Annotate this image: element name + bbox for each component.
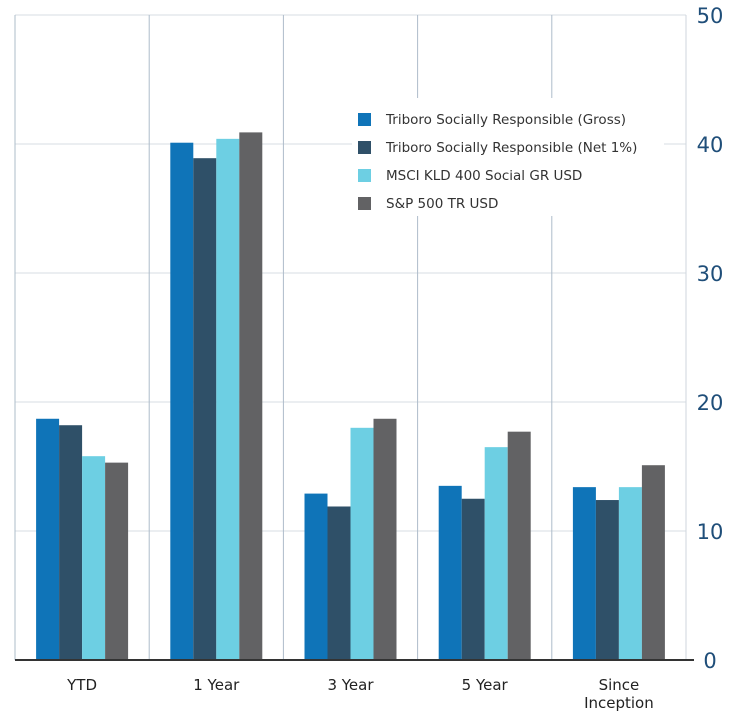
- bar-triboro-socially-responsible-gross-3: [438, 485, 462, 660]
- bar-msci-kld-400-social-gr-usd-4: [618, 487, 642, 660]
- y-tick-label: 50: [697, 4, 724, 28]
- legend-swatch: [358, 113, 371, 126]
- y-tick-label: 30: [697, 262, 724, 286]
- bar-triboro-socially-responsible-gross-0: [36, 418, 60, 660]
- bar-s-p-500-tr-usd-1: [239, 132, 263, 660]
- bar-msci-kld-400-social-gr-usd-2: [350, 427, 374, 660]
- bar-triboro-socially-responsible-gross-1: [170, 142, 194, 660]
- bar-s-p-500-tr-usd-2: [373, 418, 397, 660]
- x-tick-label: 1 Year: [193, 676, 240, 694]
- legend-swatch: [358, 169, 371, 182]
- bar-msci-kld-400-social-gr-usd-0: [82, 456, 106, 660]
- legend-label: S&P 500 TR USD: [386, 196, 498, 212]
- bars: [36, 132, 665, 661]
- legend-label: MSCI KLD 400 Social GR USD: [386, 168, 582, 184]
- bar-msci-kld-400-social-gr-usd-1: [216, 138, 240, 661]
- y-tick-label: 20: [697, 391, 724, 415]
- gridlines: [14, 14, 687, 660]
- legend-label: Triboro Socially Responsible (Gross): [385, 112, 626, 128]
- bar-triboro-socially-responsible-net-1-3: [461, 498, 485, 660]
- y-tick-label: 40: [697, 133, 724, 157]
- bar-s-p-500-tr-usd-0: [105, 462, 129, 660]
- x-tick-label: 3 Year: [327, 676, 374, 694]
- bar-msci-kld-400-social-gr-usd-3: [484, 447, 508, 660]
- legend-label: Triboro Socially Responsible (Net 1%): [385, 140, 637, 156]
- y-tick-label: 0: [703, 649, 716, 673]
- x-tick-label: Since Inception: [584, 676, 654, 712]
- bar-triboro-socially-responsible-net-1-0: [59, 425, 83, 660]
- bar-triboro-socially-responsible-gross-4: [572, 487, 596, 660]
- axis: 0 10 20 30 40 50 YTD 1 Year 3 Year 5 Year Since Inc…: [15, 4, 723, 712]
- bar-s-p-500-tr-usd-3: [507, 431, 531, 660]
- legend-swatch: [358, 197, 371, 210]
- bar-triboro-socially-responsible-net-1-4: [595, 500, 619, 660]
- legend-swatch: [358, 141, 371, 154]
- legend-box: [352, 98, 664, 216]
- legend: Triboro Socially Responsible (Gross) Trib…: [352, 98, 664, 216]
- bar-triboro-socially-responsible-gross-2: [304, 493, 328, 660]
- x-tick-label: 5 Year: [462, 676, 509, 694]
- bar-triboro-socially-responsible-net-1-2: [327, 506, 351, 660]
- y-tick-label: 10: [697, 520, 724, 544]
- x-tick-label: YTD: [66, 676, 97, 694]
- bar-s-p-500-tr-usd-4: [641, 465, 665, 660]
- bar-triboro-socially-responsible-net-1-1: [193, 158, 217, 660]
